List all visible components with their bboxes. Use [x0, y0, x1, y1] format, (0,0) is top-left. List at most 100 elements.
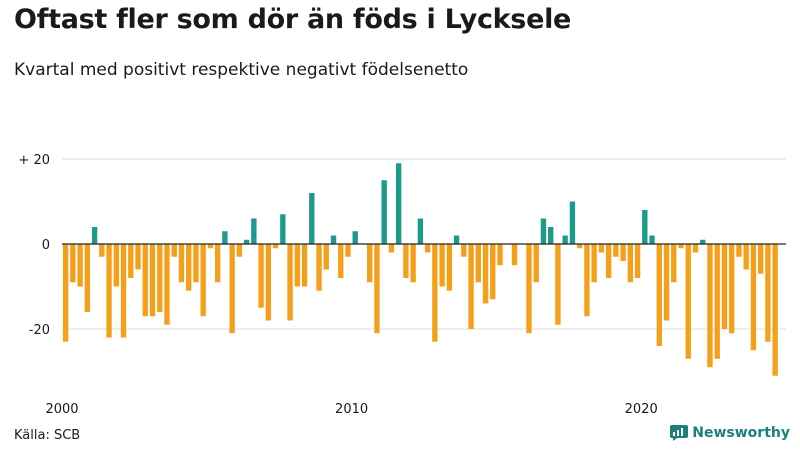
- bar: [236, 244, 243, 257]
- bar: [207, 244, 214, 249]
- bar: [272, 244, 279, 249]
- y-tick-label: + 20: [18, 153, 50, 168]
- bar: [576, 244, 583, 249]
- bar: [461, 244, 467, 257]
- chart-title: Oftast fler som dör än föds i Lycksele: [14, 4, 572, 35]
- bar: [497, 244, 503, 266]
- bar: [453, 235, 460, 244]
- bar: [367, 244, 373, 283]
- bar: [345, 244, 351, 257]
- y-tick-label: -20: [29, 323, 50, 338]
- bar: [432, 244, 438, 342]
- bar: [352, 231, 358, 244]
- bar: [446, 244, 453, 291]
- bar: [685, 244, 691, 359]
- bar: [193, 244, 199, 283]
- bar: [620, 244, 626, 261]
- bar: [157, 244, 163, 312]
- bar: [663, 244, 670, 321]
- bar: [214, 244, 221, 283]
- bar: [77, 244, 83, 287]
- x-tick-labels: 2000 2010 2020: [45, 402, 657, 417]
- bar: [605, 244, 612, 278]
- bar: [403, 244, 409, 278]
- bar: [309, 193, 315, 244]
- bar: [243, 239, 250, 244]
- bar: [70, 244, 76, 283]
- bar: [113, 244, 119, 287]
- bar: [569, 201, 576, 244]
- brand-logo: Newsworthy: [670, 425, 790, 441]
- bar: [410, 244, 416, 283]
- bar: [490, 244, 496, 300]
- bar: [381, 180, 387, 244]
- bar: [598, 244, 605, 253]
- bar: [772, 244, 778, 376]
- bar: [649, 235, 655, 244]
- bar: [388, 244, 395, 253]
- bar: [91, 227, 98, 244]
- bar: [178, 244, 185, 283]
- grid-lines: [62, 158, 786, 330]
- bar: [106, 244, 112, 338]
- bar: [417, 218, 424, 244]
- bar: [700, 239, 706, 244]
- bar: [135, 244, 141, 270]
- bar: [330, 235, 337, 244]
- bar: [164, 244, 170, 325]
- y-tick-label: 0: [42, 238, 50, 253]
- bar: [149, 244, 156, 317]
- y-tick-labels: + 20 0 -20: [18, 153, 50, 338]
- newsworthy-logo-icon: [670, 425, 689, 441]
- bar: [142, 244, 148, 317]
- bar: [287, 244, 293, 321]
- bar: [258, 244, 264, 308]
- bar: [265, 244, 272, 321]
- bar: [171, 244, 177, 257]
- bar: [468, 244, 474, 329]
- bar: [634, 244, 641, 278]
- bar: [229, 244, 235, 334]
- bar: [301, 244, 308, 287]
- bar: [439, 244, 445, 287]
- bar: [757, 244, 764, 274]
- bar: [482, 244, 489, 304]
- x-tick-label: 2020: [625, 402, 658, 417]
- bar: [251, 218, 257, 244]
- bar: [294, 244, 300, 287]
- bar: [200, 244, 206, 317]
- bar: [591, 244, 597, 283]
- bar: [323, 244, 329, 270]
- x-tick-label: 2000: [45, 402, 78, 417]
- bar: [692, 244, 699, 253]
- brand-name: Newsworthy: [692, 425, 790, 441]
- bar: [743, 244, 749, 270]
- bar: [750, 244, 757, 351]
- bar: [671, 244, 677, 283]
- bar: [627, 244, 634, 283]
- bar: [656, 244, 662, 346]
- bar: [642, 210, 648, 244]
- chart-subtitle: Kvartal med positivt respektive negativt…: [14, 60, 469, 80]
- bar: [316, 244, 322, 291]
- bar: [562, 235, 568, 244]
- source-note: Källa: SCB: [14, 428, 81, 443]
- bar: [511, 244, 518, 266]
- bar: [374, 244, 380, 334]
- bar: [526, 244, 532, 334]
- bar: [533, 244, 539, 283]
- bar: [584, 244, 590, 317]
- bar: [186, 244, 192, 291]
- bar: [120, 244, 127, 338]
- bar: [548, 227, 554, 244]
- bars: [62, 163, 778, 376]
- bar: [736, 244, 742, 257]
- bar: [222, 231, 228, 244]
- bar: [424, 244, 431, 253]
- bar: [338, 244, 344, 278]
- bar: [395, 163, 402, 244]
- bar: [540, 218, 547, 244]
- bar: [128, 244, 134, 278]
- bar: [729, 244, 735, 334]
